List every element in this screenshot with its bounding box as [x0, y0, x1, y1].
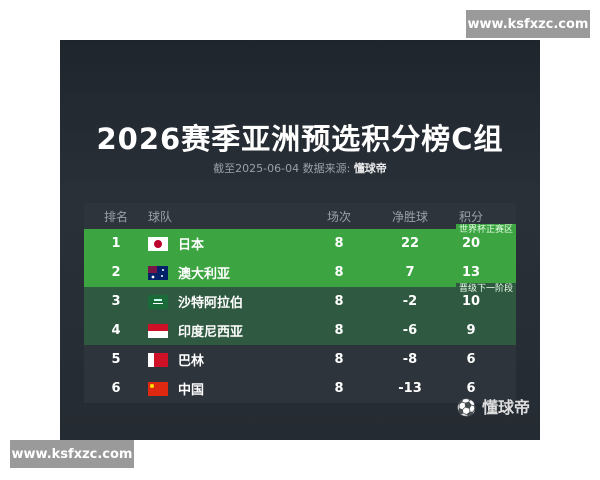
goal-difference: -13 [398, 381, 422, 396]
played: 8 [334, 381, 344, 396]
goal-difference: 22 [400, 236, 420, 251]
standings-table: 排名 球队 场次 净胜球 积分 1 日本 8 22 20 世界杯正赛区 2 澳大利亚… [84, 203, 516, 403]
points: 6 [466, 352, 476, 367]
rank: 4 [111, 323, 121, 338]
china-flag-icon [148, 381, 168, 396]
table-row: 6 中国 8 -13 6 [84, 374, 516, 403]
goal-difference: -6 [402, 323, 418, 338]
bahrain-flag-icon [148, 352, 168, 367]
header-rank: 排名 [103, 209, 128, 224]
played: 8 [334, 265, 344, 280]
team-name: 印度尼西亚 [178, 325, 244, 340]
subtitle: 截至2025-06-04 数据来源: 懂球帝 [60, 160, 540, 176]
table-header: 排名 球队 场次 净胜球 积分 [84, 203, 516, 229]
australia-flag-icon [148, 265, 168, 280]
dongqiudi-logo: ⚽ 懂球帝 [456, 398, 530, 417]
played: 8 [334, 323, 344, 338]
points: 20 [461, 236, 481, 251]
watermark-bottom: www.ksfxzc.com [10, 440, 134, 468]
table-row: 5 巴林 8 -8 6 [84, 345, 516, 374]
logo-text: 懂球帝 [481, 398, 530, 417]
standings-panel: 2026赛季亚洲预选积分榜C组 截至2025-06-04 数据来源: 懂球帝 排… [60, 40, 540, 440]
team-name: 中国 [178, 383, 205, 398]
watermark-top: www.ksfxzc.com [466, 10, 590, 38]
points: 10 [461, 294, 481, 309]
rank: 3 [111, 294, 121, 309]
header-points: 积分 [458, 209, 483, 224]
source-name: 懂球帝 [353, 162, 387, 175]
table-row: 3 沙特阿拉伯 8 -2 10 晋级下一阶段 [84, 283, 516, 316]
goal-difference: 7 [405, 265, 415, 280]
table-row: 1 日本 8 22 20 世界杯正赛区 [84, 224, 516, 258]
indonesia-flag-icon [148, 323, 168, 338]
zone-qualify-label: 世界杯正赛区 [455, 224, 516, 236]
team-name: 巴林 [178, 354, 205, 369]
goal-difference: -2 [402, 294, 418, 309]
header-gd: 净胜球 [391, 209, 428, 224]
points: 9 [466, 323, 476, 338]
played: 8 [334, 236, 344, 251]
table-row: 4 印度尼西亚 8 -6 9 [84, 316, 516, 345]
table-row: 2 澳大利亚 8 7 13 [84, 258, 516, 287]
played: 8 [334, 352, 344, 367]
points: 13 [461, 265, 481, 280]
page-title: 2026赛季亚洲预选积分榜C组 [96, 122, 504, 156]
header-team: 球队 [148, 209, 173, 224]
played: 8 [334, 294, 344, 309]
rank: 2 [111, 265, 121, 280]
rank: 6 [111, 381, 121, 396]
japan-flag-icon [148, 236, 168, 251]
saudi-arabia-flag-icon [148, 294, 168, 309]
team-name: 沙特阿拉伯 [178, 296, 244, 311]
rank: 1 [111, 236, 121, 251]
header-played: 场次 [326, 209, 351, 224]
team-name: 澳大利亚 [178, 267, 231, 282]
rank: 5 [111, 352, 121, 367]
zone-next-label: 晋级下一阶段 [455, 283, 516, 295]
date-source: 截至2025-06-04 数据来源: [213, 162, 351, 175]
team-name: 日本 [178, 238, 205, 253]
goal-difference: -8 [402, 352, 418, 367]
points: 6 [466, 381, 476, 396]
